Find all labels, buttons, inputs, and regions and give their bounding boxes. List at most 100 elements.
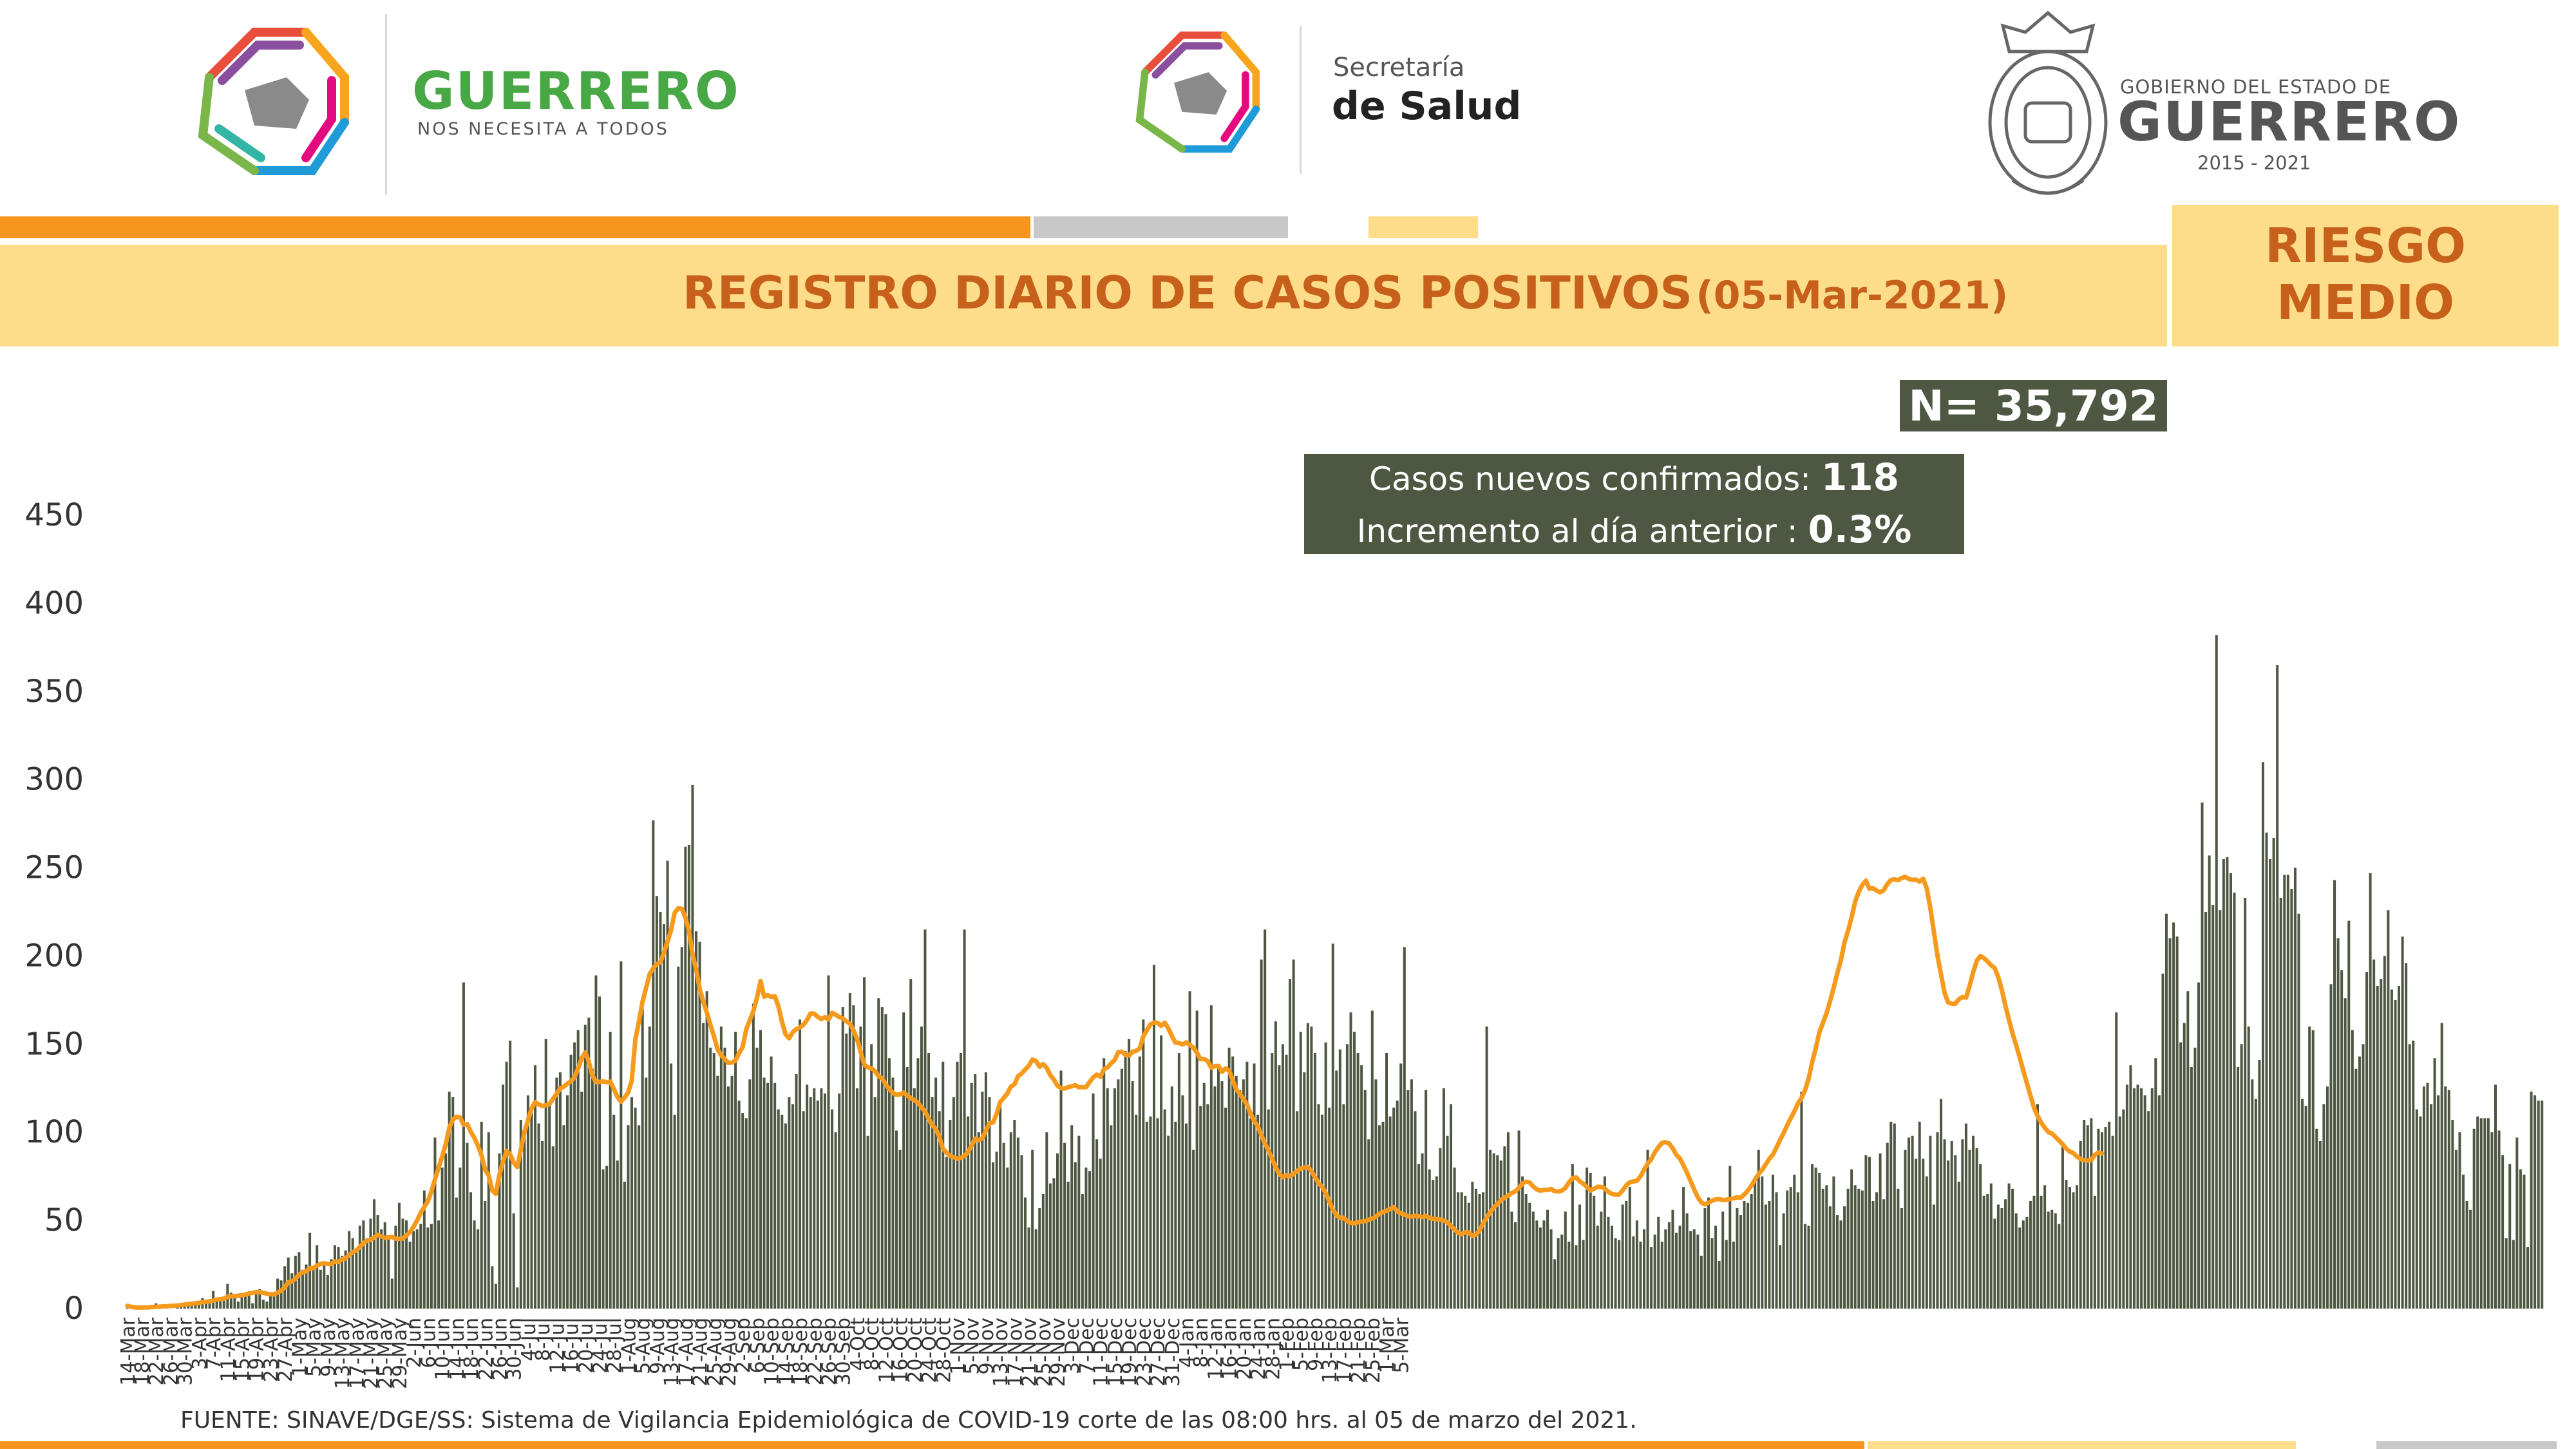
bar [716, 1075, 719, 1309]
bar [2390, 989, 2393, 1309]
bar [440, 1167, 444, 1309]
x-tick-label: 5-Aug [632, 1318, 655, 1374]
increment-value: 0.3% [1808, 507, 1912, 551]
bar [1850, 1169, 1853, 1309]
bar [1789, 1187, 1792, 1309]
risk-line-2: MEDIO [2276, 275, 2455, 330]
bar [1954, 1155, 1957, 1309]
gob-years-text: 2015 - 2021 [2197, 152, 2311, 174]
bar [2186, 991, 2190, 1309]
bar [2029, 1200, 2032, 1309]
bar [2215, 635, 2218, 1309]
bar [448, 1092, 451, 1309]
x-tick-label: 16-Jul [561, 1318, 583, 1374]
bar [1117, 1079, 1120, 1309]
bar [2512, 1240, 2515, 1309]
bar [884, 1014, 887, 1309]
x-tick-label: 11-Dec [1090, 1318, 1113, 1387]
bar [2219, 910, 2222, 1309]
bar [974, 1074, 977, 1309]
bar [981, 1092, 984, 1309]
new-cases-line: Casos nuevos confirmados: 118 [1369, 452, 1899, 504]
bar [1317, 1104, 1320, 1309]
bar [1535, 1220, 1539, 1309]
bar [795, 1074, 798, 1309]
bar [988, 1097, 991, 1309]
bar [755, 1047, 759, 1309]
bar [537, 1123, 540, 1309]
source-note: FUENTE: SINAVE/DGE/SS: Sistema de Vigila… [180, 1407, 1637, 1434]
bar [2505, 1238, 2508, 1309]
x-tick-label: 5-Feb [1291, 1318, 1313, 1371]
x-tick-label: 30-Sep [833, 1318, 855, 1386]
bar [258, 1289, 261, 1309]
bar [1610, 1226, 1613, 1309]
bar [394, 1226, 397, 1309]
bar [1013, 1120, 1016, 1309]
bar [1328, 1107, 1331, 1309]
bar [2022, 1220, 2025, 1309]
bar [2226, 857, 2229, 1309]
bar [1982, 1195, 1985, 1309]
y-tick-label: 50 [44, 1202, 84, 1238]
bar [1908, 1137, 1911, 1309]
salud-top-text: Secretaría [1333, 53, 1465, 82]
x-tick-label: 27-Dec [1148, 1318, 1170, 1387]
bar [1628, 1187, 1631, 1309]
bar [591, 1068, 594, 1309]
x-tick-label: 18-Jun [460, 1318, 483, 1381]
bar [2083, 1120, 2086, 1309]
bar [1575, 1245, 1578, 1309]
bar [2125, 1084, 2128, 1309]
x-tick-label: 5-Mar [1390, 1317, 1413, 1373]
bar [502, 1084, 505, 1309]
bar [984, 1072, 987, 1309]
x-tick-label: 25-Aug [704, 1318, 726, 1387]
bar [2011, 1188, 2014, 1309]
bar [2523, 1174, 2526, 1309]
bar [1220, 1081, 1224, 1309]
bar [623, 1181, 626, 1309]
bar [2394, 999, 2397, 1309]
bar [1184, 1123, 1188, 1309]
bar [1192, 1150, 1195, 1309]
bar [598, 996, 601, 1309]
bar [1289, 979, 1292, 1309]
bar [383, 1222, 386, 1309]
bar [1131, 1081, 1134, 1309]
bar [1285, 1054, 1288, 1309]
bar [1113, 1088, 1116, 1309]
bar [1324, 1042, 1327, 1309]
x-tick-label: 15-Dec [1104, 1318, 1127, 1387]
bar [1163, 1109, 1166, 1309]
x-tick-label: 26-Jun [489, 1318, 511, 1381]
bar [1188, 991, 1191, 1309]
x-tick-label: 17-May [346, 1318, 368, 1389]
bar [2247, 1026, 2250, 1309]
secretaria-salud-logo-icon [1135, 31, 1260, 153]
footer-orange-band [0, 1441, 1864, 1449]
bar [1929, 1135, 1932, 1309]
bar [1264, 929, 1267, 1309]
bar [279, 1280, 283, 1309]
x-tick-label: 21-Nov [1019, 1318, 1041, 1387]
x-tick-label: 30-Jun [504, 1318, 526, 1381]
bar [2261, 762, 2264, 1309]
bar [1202, 1083, 1206, 1309]
bar [1110, 1125, 1113, 1309]
x-tick-label: 17-Aug [675, 1318, 697, 1387]
bar [1174, 1121, 1177, 1309]
bar [1922, 1159, 1925, 1309]
x-tick-label: 22-Sep [804, 1318, 826, 1386]
bar [712, 1053, 715, 1309]
bar [2490, 1132, 2494, 1309]
bar [1464, 1195, 1467, 1309]
bar [898, 1150, 902, 1309]
x-tick-label: 24-Oct [918, 1318, 941, 1383]
bar [1385, 1053, 1388, 1309]
bar [1034, 1229, 1037, 1309]
bar [1796, 1192, 1799, 1309]
bar [963, 929, 966, 1309]
bar [1864, 1155, 1868, 1309]
